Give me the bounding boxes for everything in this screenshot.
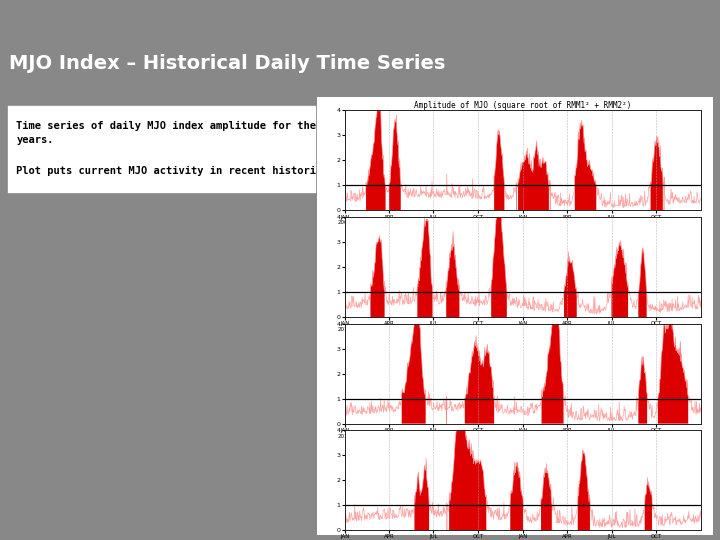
Title: Amplitude of MJO (square root of RMM1² + RMM2²): Amplitude of MJO (square root of RMM1² +… xyxy=(414,100,631,110)
Text: MJO Index – Historical Daily Time Series: MJO Index – Historical Daily Time Series xyxy=(9,54,445,73)
FancyBboxPatch shape xyxy=(307,86,720,540)
Text: Plot puts current MJO activity in recent historical context.: Plot puts current MJO activity in recent… xyxy=(17,166,392,176)
Text: Time series of daily MJO index amplitude for the last few
years.: Time series of daily MJO index amplitude… xyxy=(17,122,373,145)
